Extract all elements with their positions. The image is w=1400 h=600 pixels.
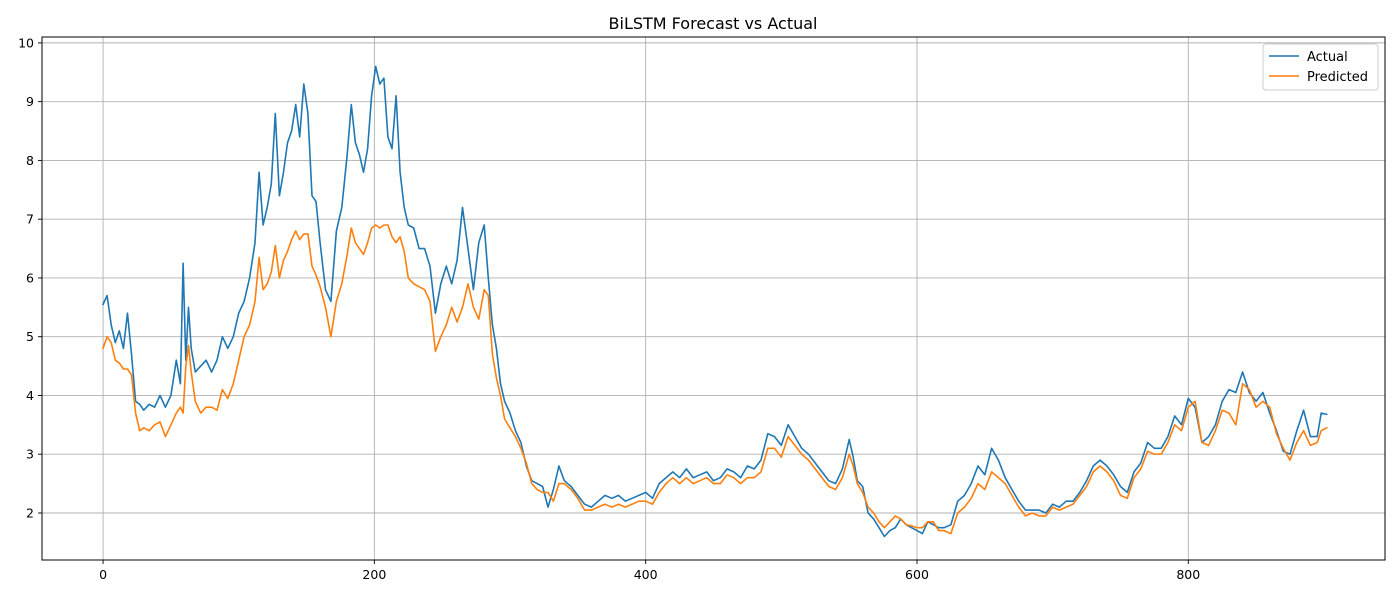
x-tick-label: 200 xyxy=(362,567,386,582)
legend-label-predicted: Predicted xyxy=(1307,70,1368,85)
legend-label-actual: Actual xyxy=(1307,50,1348,65)
series-line-actual xyxy=(101,65,1328,538)
y-tick-label: 7 xyxy=(26,212,34,227)
plot-series xyxy=(101,65,1328,538)
y-tick-label: 9 xyxy=(26,94,34,109)
axis-ticks: 0 200 400 600 800 2 3 4 5 6 7 8 9 10 xyxy=(18,35,1200,582)
axes-frame xyxy=(41,36,1386,561)
y-tick-label: 2 xyxy=(26,505,34,520)
y-tick-label: 6 xyxy=(26,270,34,285)
grid-lines xyxy=(42,37,1385,560)
x-tick-label: 800 xyxy=(1176,567,1200,582)
y-tick-label: 5 xyxy=(26,329,34,344)
chart-title: BiLSTM Forecast vs Actual xyxy=(609,14,818,33)
x-tick-label: 400 xyxy=(634,567,658,582)
y-tick-label: 8 xyxy=(26,153,34,168)
x-tick-label: 0 xyxy=(99,567,107,582)
legend: Actual Predicted xyxy=(1262,43,1379,91)
x-tick-label: 600 xyxy=(905,567,929,582)
series-line-predicted xyxy=(101,224,1328,535)
y-tick-label: 10 xyxy=(18,35,34,50)
y-tick-label: 4 xyxy=(26,388,34,403)
y-tick-label: 3 xyxy=(26,447,34,462)
